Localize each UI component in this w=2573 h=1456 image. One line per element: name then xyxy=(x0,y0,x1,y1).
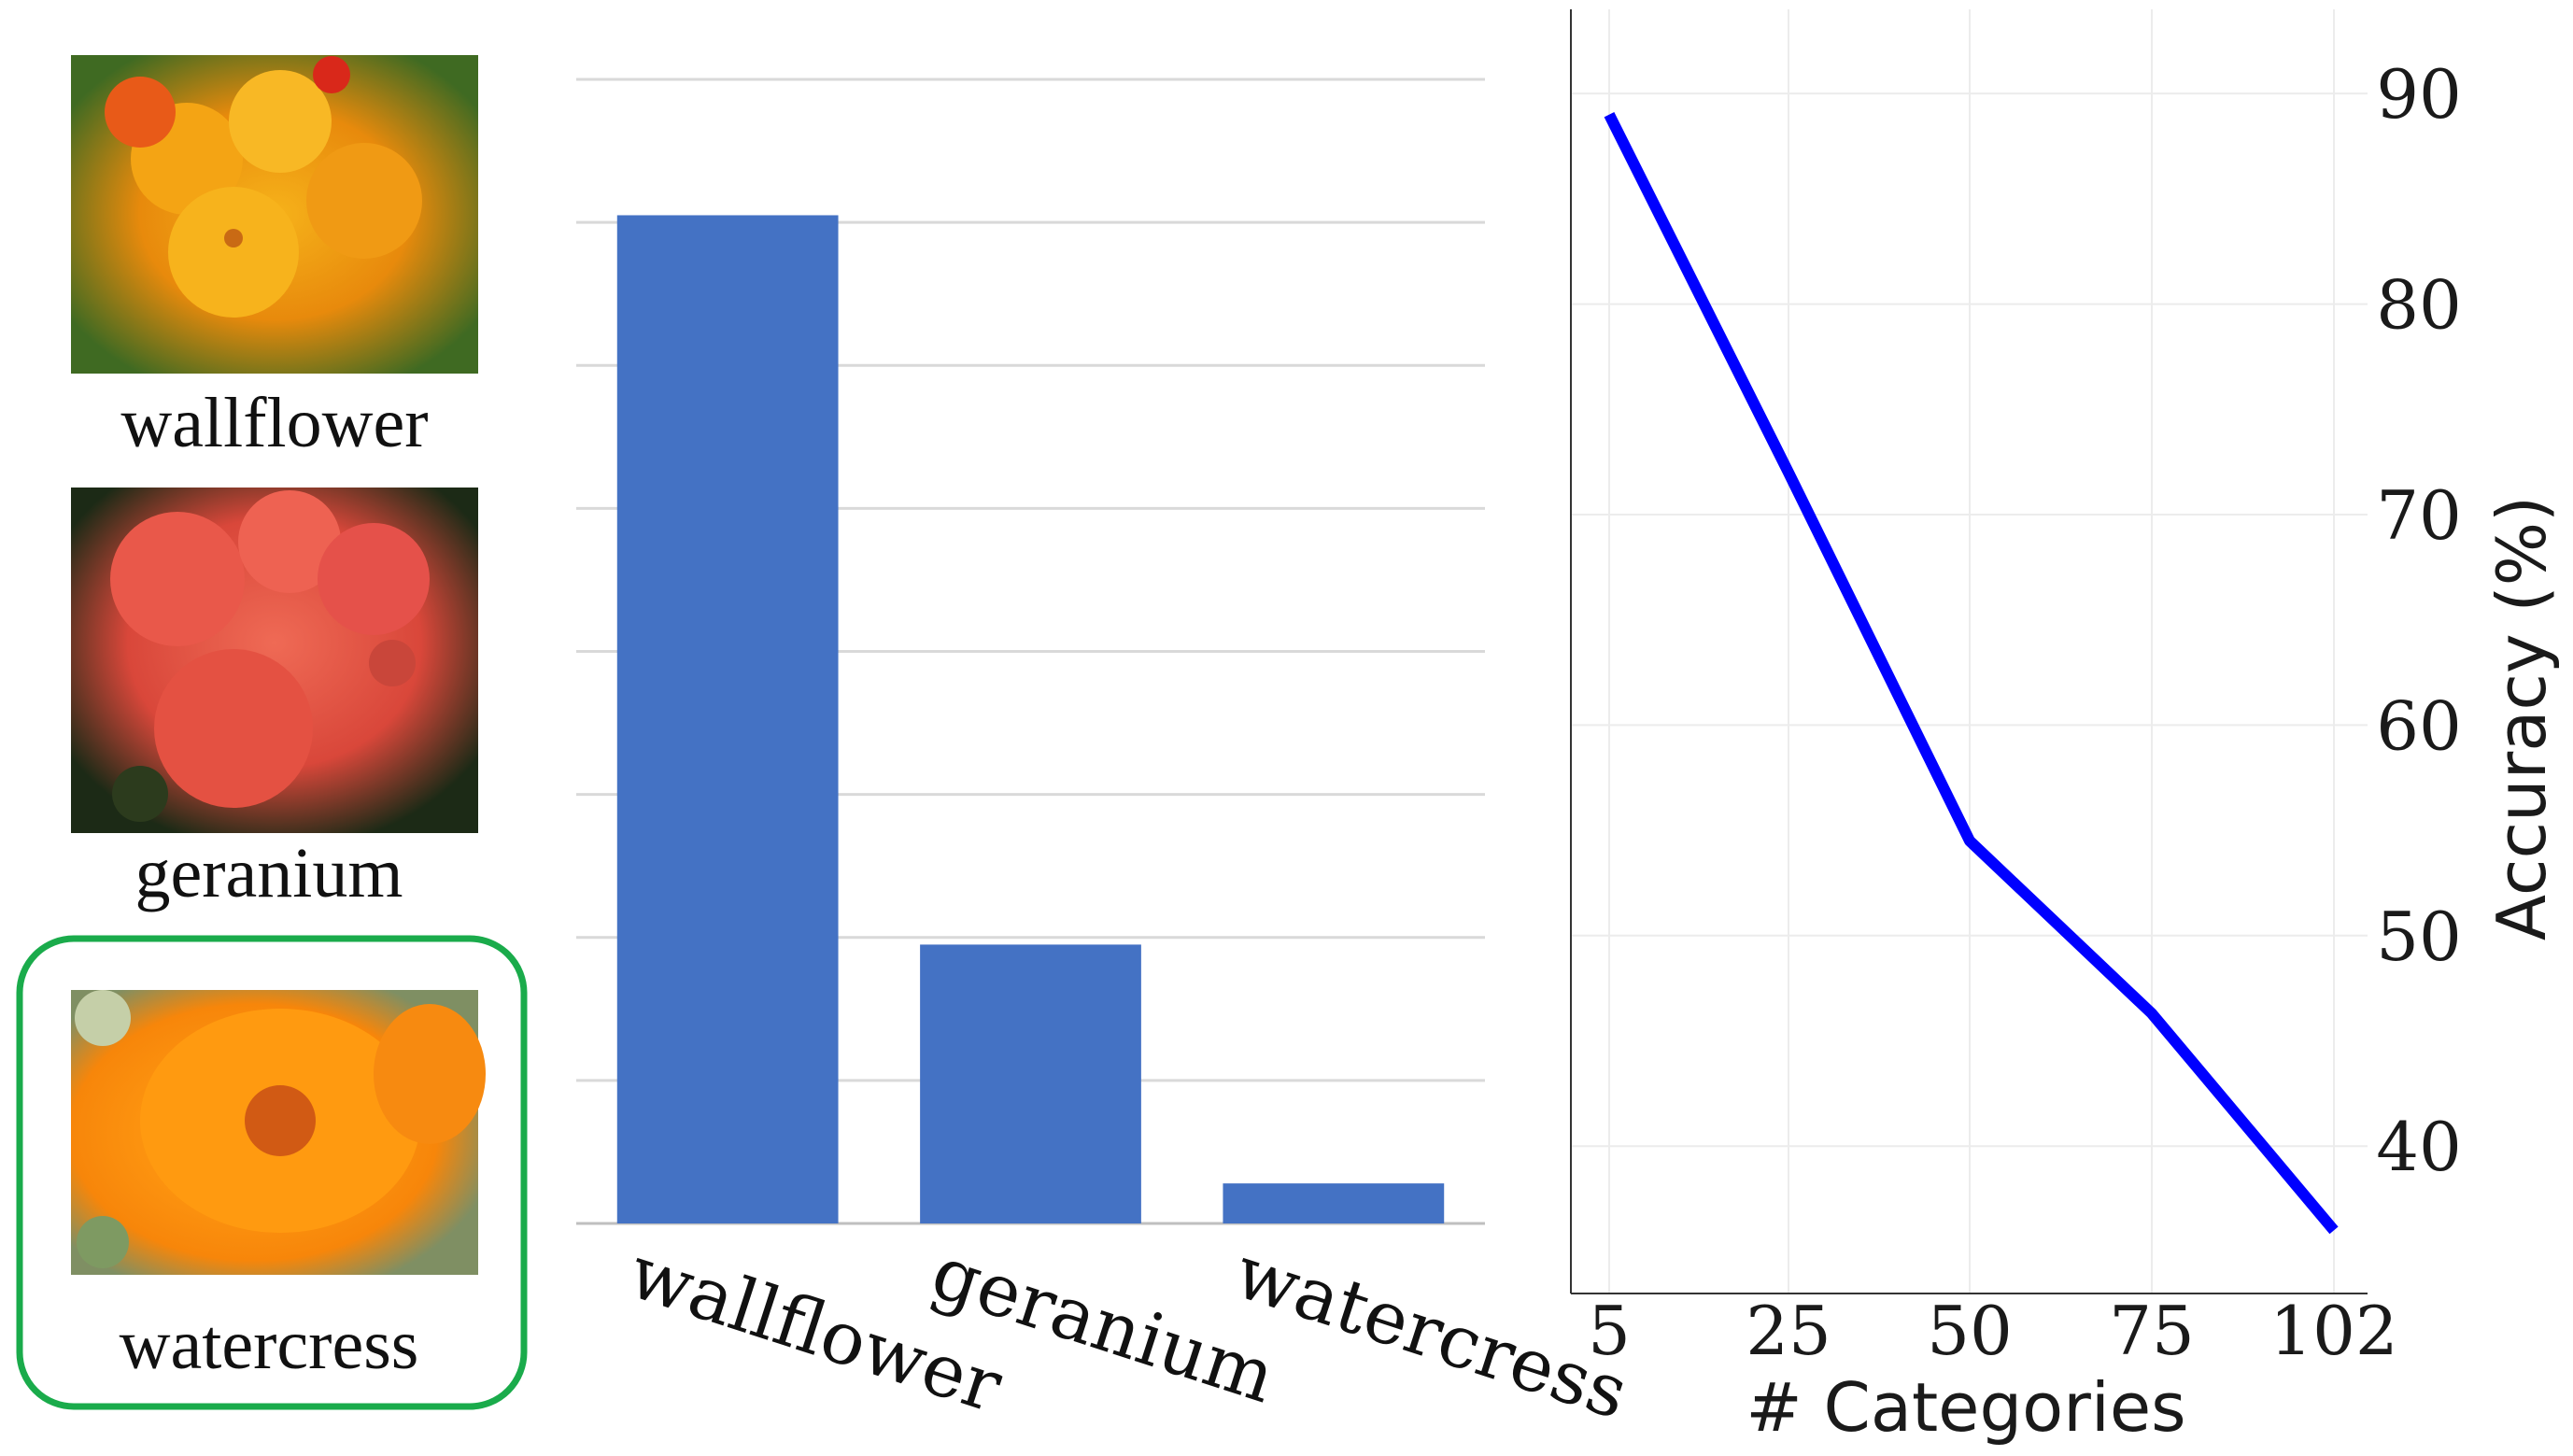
line-chart: # Categories Accuracy (%) 40 50 60 70 80 90 5 2… xyxy=(1570,9,2561,1447)
watercress-example: watercress xyxy=(16,935,528,1410)
watercress-photo-icon xyxy=(71,990,486,1275)
bar-wallflower xyxy=(616,215,839,1223)
y-tick-label: 60 xyxy=(2376,686,2462,765)
accuracy-line xyxy=(1604,112,2339,1235)
y-axis-label: Accuracy (%) xyxy=(2482,496,2561,940)
x-tick-label: 102 xyxy=(2269,1292,2397,1370)
geranium-example: geranium xyxy=(71,488,478,912)
wallflower-example: wallflower xyxy=(71,55,478,462)
image-label: geranium xyxy=(134,834,403,912)
x-tick-label: 5 xyxy=(1588,1292,1631,1370)
y-tick-label: 50 xyxy=(2376,898,2462,976)
y-tick-label: 80 xyxy=(2376,266,2462,345)
wallflower-photo-icon xyxy=(71,55,478,374)
x-tick-label: watercress xyxy=(1225,1230,1638,1435)
x-tick-label: 75 xyxy=(2109,1292,2195,1370)
image-label: wallflower xyxy=(120,384,428,462)
highlight-box xyxy=(16,935,528,1410)
x-tick-label: 25 xyxy=(1746,1292,1831,1370)
image-label: watercress xyxy=(120,1306,419,1384)
x-tick-label: 50 xyxy=(1927,1292,2013,1370)
bar-watercress xyxy=(1223,1183,1445,1223)
y-tick-label: 40 xyxy=(2376,1108,2462,1186)
image-panel: wallflower geranium xyxy=(16,55,528,1410)
x-axis-label: # Categories xyxy=(1746,1368,2185,1447)
y-tick-label: 90 xyxy=(2376,55,2462,134)
geranium-photo-icon xyxy=(71,488,478,833)
bar-geranium xyxy=(920,944,1141,1223)
y-tick-label: 70 xyxy=(2376,476,2462,555)
